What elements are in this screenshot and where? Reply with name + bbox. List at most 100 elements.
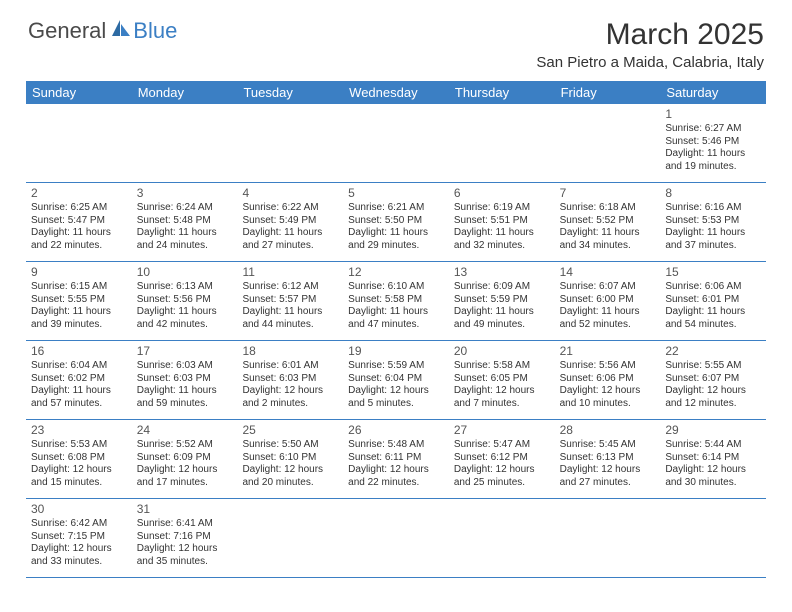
- sunset-text: Sunset: 6:11 PM: [348, 452, 444, 465]
- brand-part2: Blue: [133, 18, 177, 44]
- day-number: 3: [137, 186, 233, 201]
- calendar-day: 21Sunrise: 5:56 AMSunset: 6:06 PMDayligh…: [555, 341, 661, 419]
- calendar-empty-cell: [555, 499, 661, 577]
- sunrise-text: Sunrise: 6:41 AM: [137, 518, 233, 531]
- sunrise-text: Sunrise: 5:45 AM: [560, 439, 656, 452]
- calendar-empty-cell: [660, 499, 766, 577]
- sunset-text: Sunset: 6:13 PM: [560, 452, 656, 465]
- daylight-text: Daylight: 12 hours: [137, 543, 233, 556]
- calendar-empty-cell: [237, 499, 343, 577]
- sunset-text: Sunset: 5:48 PM: [137, 215, 233, 228]
- calendar-week: 16Sunrise: 6:04 AMSunset: 6:02 PMDayligh…: [26, 341, 766, 420]
- calendar-day: 16Sunrise: 6:04 AMSunset: 6:02 PMDayligh…: [26, 341, 132, 419]
- calendar-day: 13Sunrise: 6:09 AMSunset: 5:59 PMDayligh…: [449, 262, 555, 340]
- daylight-text: and 52 minutes.: [560, 319, 656, 332]
- day-number: 2: [31, 186, 127, 201]
- day-header-monday: Monday: [132, 81, 238, 104]
- calendar-day: 27Sunrise: 5:47 AMSunset: 6:12 PMDayligh…: [449, 420, 555, 498]
- calendar-day: 9Sunrise: 6:15 AMSunset: 5:55 PMDaylight…: [26, 262, 132, 340]
- day-header-sunday: Sunday: [26, 81, 132, 104]
- day-number: 16: [31, 344, 127, 359]
- sunrise-text: Sunrise: 6:22 AM: [242, 202, 338, 215]
- brand-part1: General: [28, 18, 106, 44]
- day-number: 29: [665, 423, 761, 438]
- sunset-text: Sunset: 5:53 PM: [665, 215, 761, 228]
- calendar-week: 23Sunrise: 5:53 AMSunset: 6:08 PMDayligh…: [26, 420, 766, 499]
- sunset-text: Sunset: 5:57 PM: [242, 294, 338, 307]
- sunset-text: Sunset: 5:56 PM: [137, 294, 233, 307]
- calendar-empty-cell: [237, 104, 343, 182]
- sunset-text: Sunset: 6:03 PM: [242, 373, 338, 386]
- sunrise-text: Sunrise: 6:25 AM: [31, 202, 127, 215]
- daylight-text: and 7 minutes.: [454, 398, 550, 411]
- day-number: 8: [665, 186, 761, 201]
- sunset-text: Sunset: 5:47 PM: [31, 215, 127, 228]
- sunset-text: Sunset: 6:10 PM: [242, 452, 338, 465]
- calendar-body: 1Sunrise: 6:27 AMSunset: 5:46 PMDaylight…: [26, 104, 766, 578]
- calendar-empty-cell: [343, 499, 449, 577]
- sunset-text: Sunset: 5:59 PM: [454, 294, 550, 307]
- sunset-text: Sunset: 6:05 PM: [454, 373, 550, 386]
- daylight-text: and 49 minutes.: [454, 319, 550, 332]
- sunrise-text: Sunrise: 6:10 AM: [348, 281, 444, 294]
- sunset-text: Sunset: 5:51 PM: [454, 215, 550, 228]
- sunset-text: Sunset: 7:15 PM: [31, 531, 127, 544]
- day-number: 21: [560, 344, 656, 359]
- daylight-text: and 5 minutes.: [348, 398, 444, 411]
- sunrise-text: Sunrise: 6:18 AM: [560, 202, 656, 215]
- day-number: 9: [31, 265, 127, 280]
- daylight-text: Daylight: 12 hours: [242, 385, 338, 398]
- sunset-text: Sunset: 6:01 PM: [665, 294, 761, 307]
- day-number: 26: [348, 423, 444, 438]
- calendar-day: 22Sunrise: 5:55 AMSunset: 6:07 PMDayligh…: [660, 341, 766, 419]
- daylight-text: and 20 minutes.: [242, 477, 338, 490]
- daylight-text: Daylight: 11 hours: [665, 306, 761, 319]
- daylight-text: and 44 minutes.: [242, 319, 338, 332]
- sunset-text: Sunset: 5:49 PM: [242, 215, 338, 228]
- daylight-text: and 15 minutes.: [31, 477, 127, 490]
- sunrise-text: Sunrise: 6:04 AM: [31, 360, 127, 373]
- daylight-text: Daylight: 12 hours: [348, 464, 444, 477]
- daylight-text: Daylight: 11 hours: [560, 306, 656, 319]
- sunrise-text: Sunrise: 6:16 AM: [665, 202, 761, 215]
- title-block: March 2025 San Pietro a Maida, Calabria,…: [536, 18, 764, 71]
- sunset-text: Sunset: 6:04 PM: [348, 373, 444, 386]
- sail-icon: [110, 18, 132, 44]
- sunset-text: Sunset: 6:14 PM: [665, 452, 761, 465]
- day-number: 25: [242, 423, 338, 438]
- sunset-text: Sunset: 5:52 PM: [560, 215, 656, 228]
- day-number: 20: [454, 344, 550, 359]
- page-header: General Blue March 2025 San Pietro a Mai…: [0, 0, 792, 75]
- sunset-text: Sunset: 6:06 PM: [560, 373, 656, 386]
- sunrise-text: Sunrise: 5:52 AM: [137, 439, 233, 452]
- day-number: 17: [137, 344, 233, 359]
- daylight-text: Daylight: 11 hours: [31, 227, 127, 240]
- daylight-text: and 42 minutes.: [137, 319, 233, 332]
- sunrise-text: Sunrise: 6:21 AM: [348, 202, 444, 215]
- sunrise-text: Sunrise: 6:19 AM: [454, 202, 550, 215]
- calendar-week: 1Sunrise: 6:27 AMSunset: 5:46 PMDaylight…: [26, 104, 766, 183]
- day-number: 22: [665, 344, 761, 359]
- sunset-text: Sunset: 6:12 PM: [454, 452, 550, 465]
- calendar: SundayMondayTuesdayWednesdayThursdayFrid…: [26, 81, 766, 578]
- calendar-day: 19Sunrise: 5:59 AMSunset: 6:04 PMDayligh…: [343, 341, 449, 419]
- day-number: 23: [31, 423, 127, 438]
- calendar-day: 10Sunrise: 6:13 AMSunset: 5:56 PMDayligh…: [132, 262, 238, 340]
- daylight-text: Daylight: 12 hours: [560, 385, 656, 398]
- calendar-day: 6Sunrise: 6:19 AMSunset: 5:51 PMDaylight…: [449, 183, 555, 261]
- sunset-text: Sunset: 6:09 PM: [137, 452, 233, 465]
- daylight-text: and 47 minutes.: [348, 319, 444, 332]
- calendar-day: 31Sunrise: 6:41 AMSunset: 7:16 PMDayligh…: [132, 499, 238, 577]
- calendar-week: 30Sunrise: 6:42 AMSunset: 7:15 PMDayligh…: [26, 499, 766, 578]
- day-number: 30: [31, 502, 127, 517]
- day-header-tuesday: Tuesday: [237, 81, 343, 104]
- calendar-day: 3Sunrise: 6:24 AMSunset: 5:48 PMDaylight…: [132, 183, 238, 261]
- day-number: 28: [560, 423, 656, 438]
- daylight-text: and 27 minutes.: [242, 240, 338, 253]
- calendar-day: 28Sunrise: 5:45 AMSunset: 6:13 PMDayligh…: [555, 420, 661, 498]
- calendar-week: 2Sunrise: 6:25 AMSunset: 5:47 PMDaylight…: [26, 183, 766, 262]
- day-number: 1: [665, 107, 761, 122]
- daylight-text: Daylight: 11 hours: [348, 227, 444, 240]
- calendar-empty-cell: [449, 499, 555, 577]
- daylight-text: Daylight: 11 hours: [137, 306, 233, 319]
